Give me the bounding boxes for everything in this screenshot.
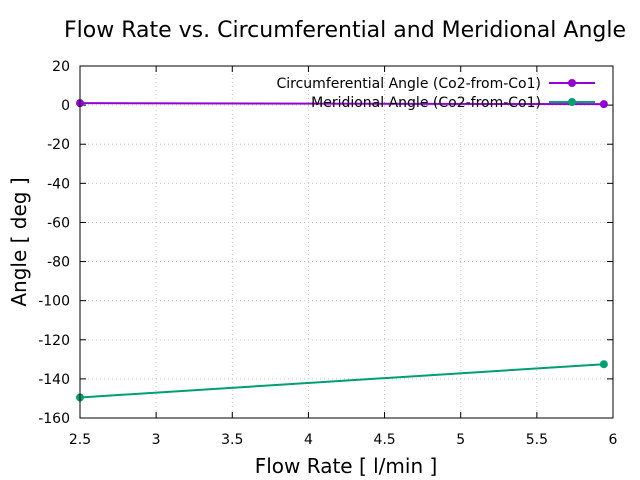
y-tick-label: -60	[47, 215, 70, 231]
y-tick-label: -80	[47, 255, 70, 271]
x-tick-label: 4.5	[373, 432, 395, 448]
x-tick-label: 4	[304, 432, 313, 448]
x-tick-label: 3.5	[221, 432, 243, 448]
y-tick-label: -160	[38, 411, 70, 427]
grid	[79, 65, 614, 419]
y-tick-label: -140	[38, 372, 70, 388]
x-tick-label: 3	[152, 432, 161, 448]
plot-series	[76, 99, 608, 402]
series-line	[79, 102, 604, 106]
data-point	[599, 360, 608, 369]
y-tick-label: -100	[38, 294, 70, 310]
x-tick-label: 6	[609, 432, 618, 448]
x-axis-label: Flow Rate [ l/min ]	[255, 454, 438, 478]
y-tick-label: -40	[47, 176, 70, 192]
legend-label: Circumferential Angle (Co2-from-Co1)	[277, 76, 542, 92]
legend-swatch-point	[568, 79, 576, 87]
x-tick-label: 5.5	[526, 432, 548, 448]
y-tick-label: 20	[52, 59, 70, 75]
y-tick-label: -20	[47, 137, 70, 153]
y-axis-label: Angle [ deg ]	[7, 177, 31, 306]
series-line	[79, 363, 604, 399]
axis-ticks: 2.5 3 3.5 4 4.5 5 5.5 6 -160 -140 -120 -100 -80 -60 -4…	[38, 59, 617, 448]
y-tick-label: 0	[61, 98, 70, 114]
legend: Circumferential Angle (Co2-from-Co1) Meri…	[277, 76, 595, 111]
data-point	[599, 100, 608, 109]
x-tick-label: 2.5	[69, 432, 91, 448]
chart-title: Flow Rate vs. Circumferential and Meridi…	[64, 18, 626, 43]
legend-swatch-point	[568, 98, 576, 106]
y-tick-label: -120	[38, 333, 70, 349]
x-tick-label: 5	[456, 432, 465, 448]
plot-frame	[79, 65, 614, 419]
legend-label: Meridional Angle (Co2-from-Co1)	[311, 95, 541, 111]
